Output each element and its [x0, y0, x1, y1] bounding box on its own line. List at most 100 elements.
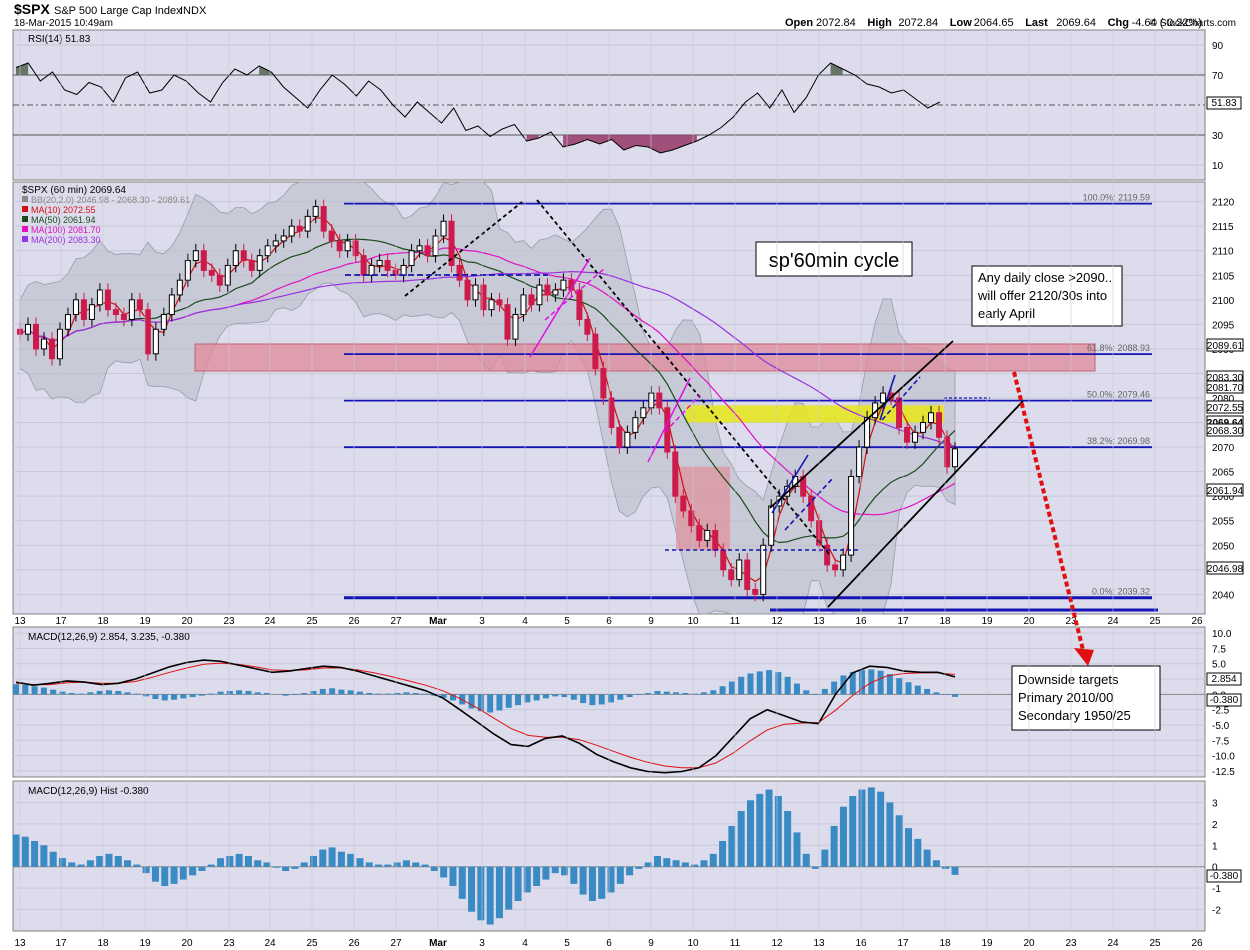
candle-body [56, 328, 63, 360]
hist-bar [393, 862, 401, 867]
macd-hist-bar [784, 676, 791, 695]
macd-hist-bar [728, 681, 735, 695]
macd-hist-bar [710, 690, 717, 695]
price-candle [944, 430, 951, 474]
hist-bar [133, 864, 141, 867]
hist-bar [31, 841, 39, 867]
price-candle [472, 278, 479, 307]
price-candle [96, 283, 103, 312]
price-candle [920, 415, 927, 440]
downside-note-line2: Primary 2010/00 [1018, 690, 1113, 705]
macd-hist-bar [570, 694, 577, 700]
candle-body [704, 530, 711, 541]
price-candle [552, 283, 559, 302]
price-candle [480, 278, 487, 317]
cycle-annotation-text: sp'60min cycle [769, 250, 900, 272]
hist-bar [867, 787, 875, 867]
macd-hist-bar [663, 691, 670, 695]
price-candle [608, 391, 615, 435]
price-candle [192, 243, 199, 268]
candle-body [736, 559, 743, 581]
hist-bar [105, 853, 113, 867]
x-tick-label: 27 [390, 938, 402, 949]
hist-bar [849, 796, 857, 867]
price-candle [704, 523, 711, 548]
x-tick-label: 18 [939, 938, 951, 949]
rsi-extreme-fill [563, 135, 697, 153]
macd-hist-bar [152, 694, 159, 700]
price-tick-label: 2060 [1212, 492, 1235, 503]
copyright: © StockCharts.com [1150, 18, 1236, 29]
ohlc-label-high: High [867, 17, 892, 29]
x-tick-label: 26 [1191, 616, 1203, 627]
hist-bar [235, 853, 243, 867]
ohlc-value-last: 2069.64 [1056, 17, 1096, 29]
x-tick-label: 6 [606, 938, 612, 949]
rising-channel-bottom [827, 400, 1024, 608]
price-candle [80, 292, 87, 327]
macd-hist-bar [319, 688, 326, 695]
price-candle [912, 425, 919, 450]
rsi-last-tag: 51.83 [1206, 96, 1242, 110]
x-tick-label: 17 [897, 616, 909, 627]
price-candle [368, 258, 375, 283]
macd-hist-bar [347, 690, 354, 695]
ma200-line [19, 270, 956, 447]
price-candle [136, 292, 143, 317]
macd-hist-bar [403, 692, 410, 695]
price-candle [104, 283, 111, 317]
hist-last-value: -0.380 [1210, 871, 1239, 882]
candle-body [280, 235, 287, 242]
legend-entry: MA(100) 2081.70 [31, 225, 101, 235]
candle-body [376, 260, 383, 266]
hist-bar [49, 851, 57, 867]
price-candle [280, 229, 287, 248]
candle-body [208, 269, 215, 276]
candle-body [400, 264, 407, 276]
candle-body [248, 260, 255, 271]
hist-bar [300, 862, 308, 867]
hist-bar [672, 860, 680, 867]
price-tag: 2072.55 [1206, 400, 1244, 414]
x-tick-label: 13 [14, 616, 26, 627]
hist-bar [514, 866, 522, 901]
hist-bar [179, 866, 187, 880]
candle-body [600, 368, 607, 399]
macd-hist-bar [208, 693, 215, 695]
price-candle [576, 283, 583, 327]
hist-bar [691, 864, 699, 867]
ma10-line [19, 217, 956, 583]
candle-body [456, 264, 463, 281]
hist-bar [486, 866, 494, 925]
ohlc-label-open: Open [785, 17, 813, 29]
macd-tick-label: -10.0 [1212, 752, 1235, 763]
macd-hist-bar [356, 691, 363, 695]
price-candle [512, 307, 519, 346]
price-candle [328, 224, 335, 248]
macd-hist-bar [338, 689, 345, 695]
macd-hist-bar [803, 690, 810, 695]
macd-hist-bar [738, 676, 745, 695]
candle-body [512, 314, 519, 340]
macd-hist-bar [719, 686, 726, 695]
price-candle [408, 243, 415, 273]
price-candle [376, 253, 383, 273]
candle-body [592, 333, 599, 370]
rsi-tick-label: 10 [1212, 161, 1224, 172]
price-candle [160, 307, 167, 337]
price-tag-box [1206, 483, 1244, 497]
hist-title: MACD(12,26,9) Hist -0.380 [28, 786, 149, 797]
candle-body [752, 588, 759, 595]
hist-bar [821, 849, 829, 867]
candle-body [808, 495, 815, 522]
price-candle [456, 258, 463, 288]
candle-body [424, 245, 431, 257]
hist-bar [226, 856, 234, 867]
x-tick-label: Mar [429, 938, 447, 949]
candle-body [128, 299, 135, 320]
candle-body [840, 554, 847, 571]
price-tag-box [1206, 400, 1244, 414]
x-tick-label: 11 [730, 938, 741, 949]
candle-body [184, 260, 191, 281]
